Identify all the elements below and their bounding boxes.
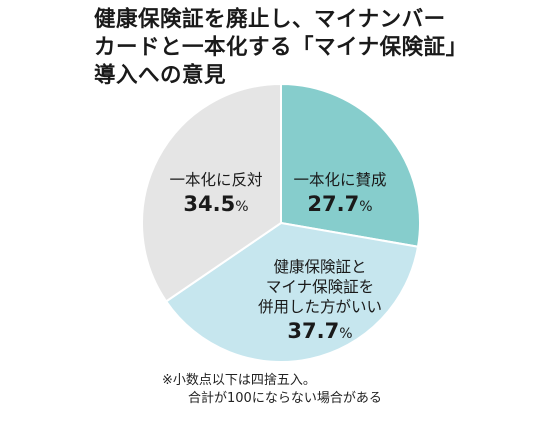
slice-label-support: 一本化に賛成 27.7%	[293, 171, 386, 216]
pie-slice-support	[280, 82, 421, 248]
footnote-line-2: 合計が100にならない場合がある	[188, 391, 382, 406]
slice-label-line: 一本化に賛成	[293, 171, 386, 189]
slice-label-oppose: 一本化に反対 34.5%	[169, 171, 262, 216]
slice-label-line: 併用した方がいい	[258, 298, 382, 316]
footnote: ※小数点以下は四捨五入。 合計が100にならない場合がある	[162, 372, 382, 408]
footnote-line-1: ※小数点以下は四捨五入。	[162, 373, 316, 388]
chart-title: 健康保険証を廃止し、マイナンバー カードと一本化する「マイナ保険証」 導入への意…	[94, 6, 494, 90]
slice-label-line: 健康保険証と	[273, 258, 366, 276]
slice-label-line: 一本化に反対	[169, 171, 262, 189]
pie-slice-oppose	[141, 82, 282, 303]
title-line-2: カードと一本化する「マイナ保険証」	[94, 35, 468, 60]
title-line-3: 導入への意見	[94, 63, 227, 88]
slice-value-label: 34.5%	[183, 192, 248, 216]
pie-slice-both	[164, 221, 420, 363]
slice-value-label: 37.7%	[287, 319, 352, 343]
title-line-1: 健康保険証を廃止し、マイナンバー	[94, 7, 446, 32]
slice-value-label: 27.7%	[307, 192, 372, 216]
slice-label-line: マイナ保険証を	[266, 278, 374, 296]
